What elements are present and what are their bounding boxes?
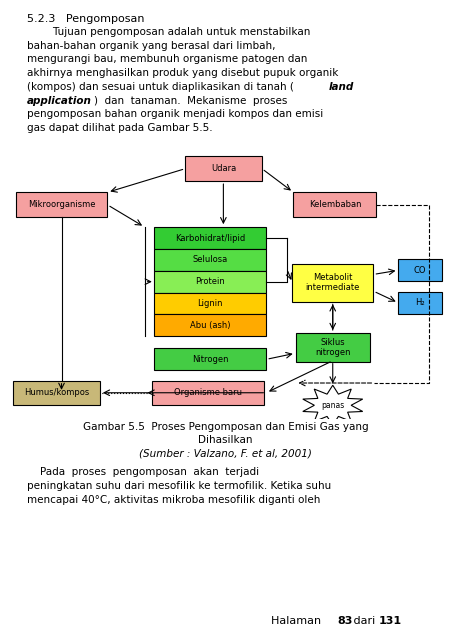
Text: peningkatan suhu dari mesofilik ke termofilik. Ketika suhu: peningkatan suhu dari mesofilik ke termo… (27, 481, 331, 491)
FancyBboxPatch shape (185, 156, 262, 181)
FancyBboxPatch shape (398, 292, 442, 314)
Text: 5.2.3   Pengomposan: 5.2.3 Pengomposan (27, 14, 145, 24)
Text: pengomposan bahan organik menjadi kompos dan emisi: pengomposan bahan organik menjadi kompos… (27, 109, 323, 120)
Text: application: application (27, 95, 92, 106)
Text: Tujuan pengomposan adalah untuk menstabilkan: Tujuan pengomposan adalah untuk menstabi… (27, 27, 310, 37)
Text: gas dapat dilihat pada Gambar 5.5.: gas dapat dilihat pada Gambar 5.5. (27, 123, 213, 133)
Text: Kelembaban: Kelembaban (308, 200, 361, 209)
Text: Selulosa: Selulosa (193, 255, 228, 264)
Polygon shape (303, 385, 363, 426)
FancyBboxPatch shape (155, 227, 266, 250)
Text: Lignin: Lignin (198, 299, 223, 308)
Text: Metabolit
intermediate: Metabolit intermediate (306, 273, 360, 292)
Text: bahan-bahan organik yang berasal dari limbah,: bahan-bahan organik yang berasal dari li… (27, 40, 276, 51)
Text: )  dan  tanaman.  Mekanisme  proses: ) dan tanaman. Mekanisme proses (94, 95, 287, 106)
Text: Gambar 5.5  Proses Pengomposan dan Emisi Gas yang: Gambar 5.5 Proses Pengomposan dan Emisi … (83, 422, 368, 433)
Text: Organisme baru: Organisme baru (174, 388, 242, 397)
Text: H₂: H₂ (415, 298, 425, 307)
FancyBboxPatch shape (155, 292, 266, 314)
FancyBboxPatch shape (292, 264, 373, 301)
Text: Udara: Udara (211, 164, 236, 173)
Text: (Sumber : Valzano, F. et al, 2001): (Sumber : Valzano, F. et al, 2001) (139, 448, 312, 458)
Text: Protein: Protein (195, 277, 225, 286)
Text: Pada  proses  pengomposan  akan  terjadi: Pada proses pengomposan akan terjadi (27, 467, 259, 477)
FancyBboxPatch shape (152, 381, 264, 404)
FancyBboxPatch shape (398, 259, 442, 282)
Text: CO: CO (414, 266, 427, 275)
FancyBboxPatch shape (295, 333, 370, 362)
FancyBboxPatch shape (155, 249, 266, 271)
FancyBboxPatch shape (155, 314, 266, 336)
Text: land: land (328, 82, 354, 92)
Text: 83: 83 (337, 616, 353, 626)
Text: 131: 131 (379, 616, 402, 626)
Text: Humus/kompos: Humus/kompos (23, 388, 89, 397)
Text: Dihasilkan: Dihasilkan (198, 435, 253, 445)
FancyBboxPatch shape (155, 348, 266, 371)
FancyBboxPatch shape (13, 381, 100, 404)
Text: Halaman: Halaman (271, 616, 324, 626)
Text: Karbohidrat/lipid: Karbohidrat/lipid (175, 234, 245, 243)
FancyBboxPatch shape (16, 192, 107, 218)
FancyBboxPatch shape (293, 192, 377, 218)
Text: mencapai 40°C, aktivitas mikroba mesofilik diganti oleh: mencapai 40°C, aktivitas mikroba mesofil… (27, 495, 320, 505)
Text: Abu (ash): Abu (ash) (190, 321, 230, 330)
Text: Siklus
nitrogen: Siklus nitrogen (315, 338, 350, 357)
Text: mengurangi bau, membunuh organisme patogen dan: mengurangi bau, membunuh organisme patog… (27, 54, 308, 65)
Text: (kompos) dan sesuai untuk diaplikasikan di tanah (: (kompos) dan sesuai untuk diaplikasikan … (27, 82, 294, 92)
FancyBboxPatch shape (155, 271, 266, 292)
Text: panas: panas (321, 401, 345, 410)
Text: akhirnya menghasilkan produk yang disebut pupuk organik: akhirnya menghasilkan produk yang disebu… (27, 68, 338, 78)
Text: dari: dari (350, 616, 378, 626)
Text: Mikroorganisme: Mikroorganisme (28, 200, 95, 209)
Text: Nitrogen: Nitrogen (192, 355, 229, 364)
